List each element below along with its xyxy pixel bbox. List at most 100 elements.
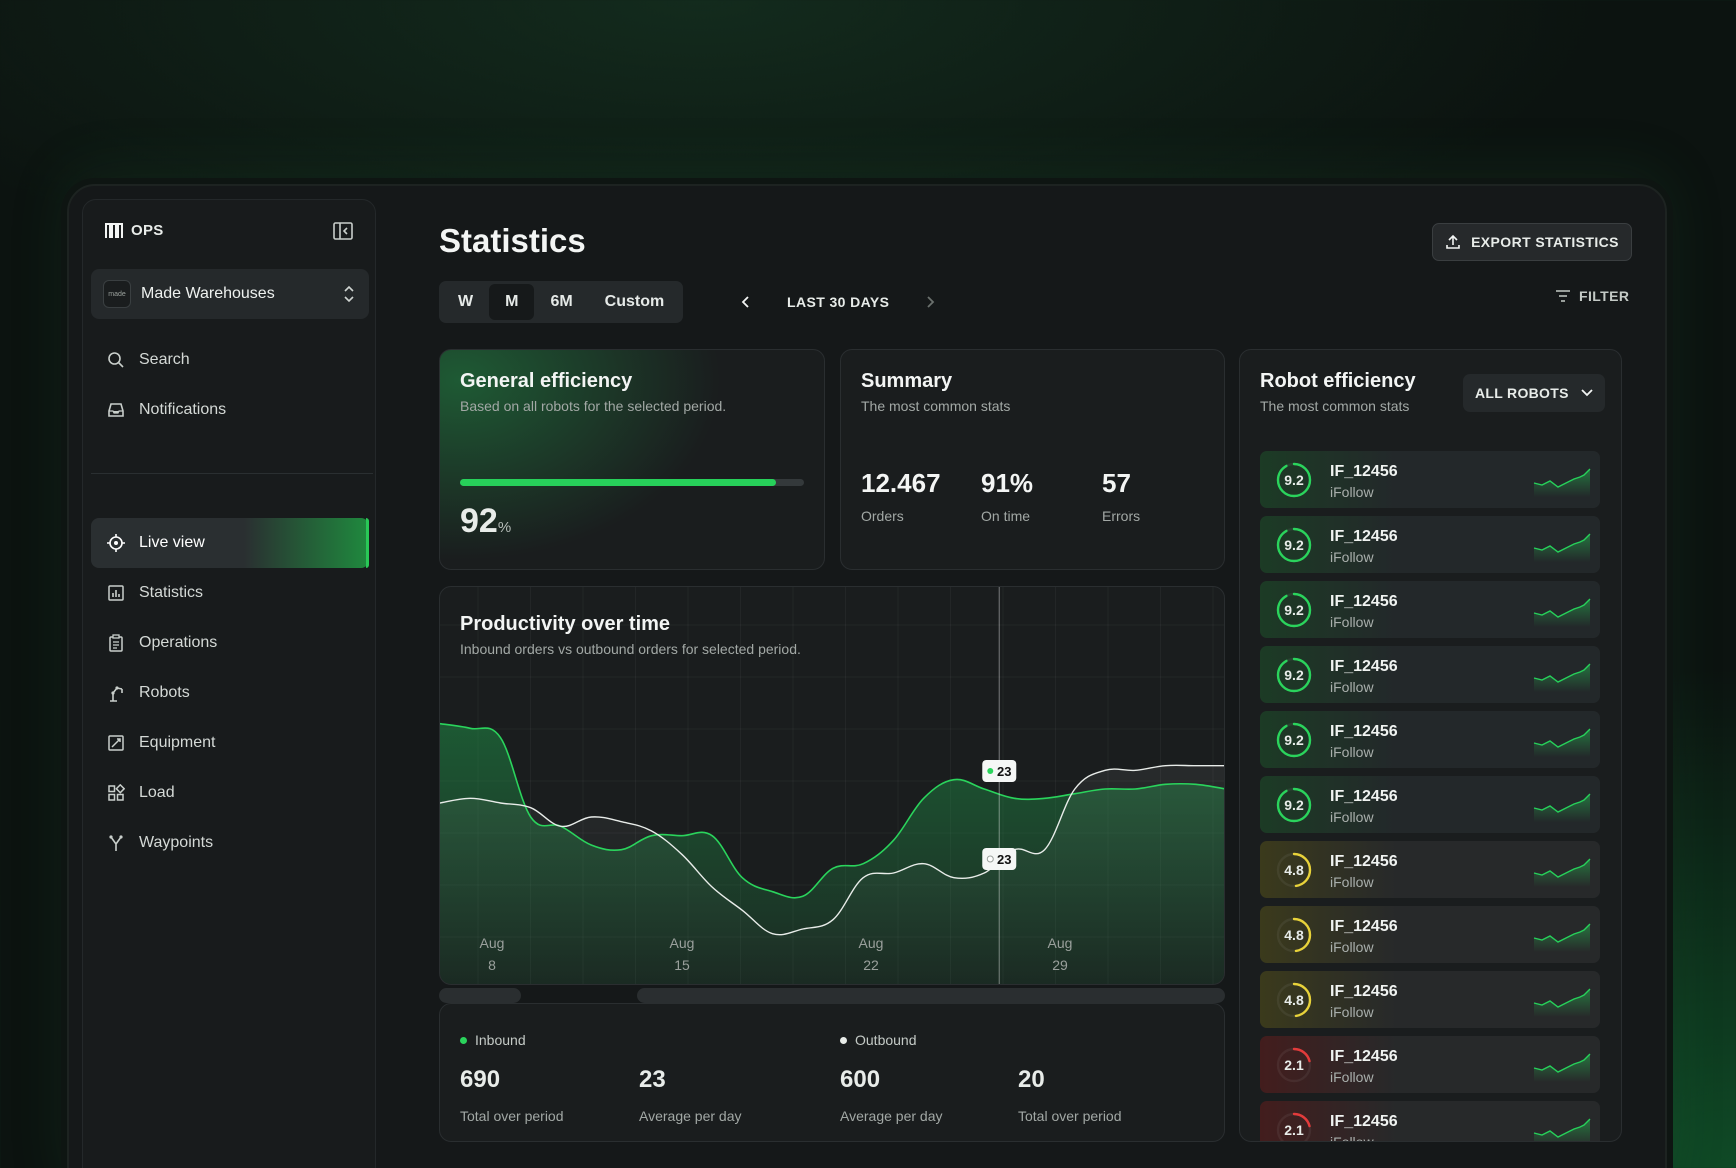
nav-item-equipment[interactable]: Equipment <box>91 718 369 768</box>
inbound-total: 690 <box>460 1066 501 1093</box>
page-title: Statistics <box>439 222 586 259</box>
nav-item-label: Waypoints <box>139 834 214 851</box>
tab-6-months[interactable]: 6M <box>550 293 573 310</box>
robot-name: IF_12456 <box>1330 1113 1398 1130</box>
stat-value: 57 <box>1102 468 1131 498</box>
productivity-card: 23 23 Aug 8 Aug 15 Aug 22 Aug 29 Productivity ove… <box>439 586 1225 985</box>
robot-score: 9.2 <box>1284 602 1304 618</box>
stat-value: 91% <box>981 468 1034 498</box>
sparkline-icon <box>1533 598 1591 627</box>
nav-item-search[interactable]: Search <box>91 335 369 385</box>
robot-name: IF_12456 <box>1330 788 1398 805</box>
nav-item-live-view[interactable]: Live view <box>91 518 369 568</box>
productivity-chart[interactable]: 23 23 Aug 8 Aug 15 Aug 22 Aug 29 <box>440 587 1225 985</box>
export-label: EXPORT STATISTICS <box>1471 234 1619 250</box>
chevron-down-icon <box>1581 389 1593 397</box>
robot-name: IF_12456 <box>1330 918 1398 935</box>
search-icon <box>108 352 124 368</box>
nav-item-statistics[interactable]: Statistics <box>91 568 369 618</box>
chevron-right-icon[interactable] <box>923 295 937 309</box>
score-ring-icon <box>1276 982 1312 1018</box>
stat-on-time: 91% On time <box>981 468 1033 524</box>
productivity-header: Productivity over time Inbound orders vs… <box>460 613 801 657</box>
robot-row[interactable]: 4.8 IF_12456 iFollow <box>1260 906 1600 963</box>
inbox-icon <box>108 403 124 417</box>
card-title: Summary <box>861 370 953 392</box>
period-label: LAST 30 DAYS <box>787 294 890 310</box>
outbound-average: 600 <box>840 1066 881 1093</box>
nav-item-label: Load <box>139 784 175 801</box>
robot-row[interactable]: 9.2 IF_12456 iFollow <box>1260 451 1600 508</box>
sparkline-icon <box>1533 858 1591 887</box>
outbound-tooltip-value: 23 <box>997 852 1011 867</box>
collapse-sidebar-icon[interactable] <box>333 222 353 240</box>
robot-type: iFollow <box>1330 1134 1374 1142</box>
all-robots-dropdown[interactable]: ALL ROBOTS <box>1463 374 1605 412</box>
efficiency-number: 92 <box>460 502 498 540</box>
sparkline-icon <box>1533 1118 1591 1141</box>
robot-row[interactable]: 9.2 IF_12456 iFollow <box>1260 516 1600 573</box>
tab-week[interactable]: W <box>458 293 474 310</box>
x-tick-month: Aug <box>480 935 505 951</box>
nav-item-robots[interactable]: Robots <box>91 668 369 718</box>
stat-label: Errors <box>1102 508 1141 524</box>
score-ring-icon <box>1276 592 1312 628</box>
tab-custom[interactable]: Custom <box>604 293 665 310</box>
score-ring-icon <box>1276 527 1312 563</box>
sidebar: OPS made Made Warehouses Search Notifica… <box>82 199 376 1168</box>
robot-type: iFollow <box>1330 1069 1374 1085</box>
inbound-tooltip-dot <box>987 768 994 774</box>
chart-range-handle-left[interactable] <box>439 988 521 1003</box>
inbound-tooltip-box <box>982 760 1017 782</box>
robot-row[interactable]: 9.2 IF_12456 iFollow <box>1260 711 1600 768</box>
sparkline-icon <box>1533 728 1591 757</box>
robot-name: IF_12456 <box>1330 528 1398 545</box>
export-statistics-button[interactable]: EXPORT STATISTICS <box>1432 223 1632 261</box>
workspace-switcher[interactable]: made Made Warehouses <box>91 269 369 319</box>
outbound-total: 20 <box>1018 1066 1045 1093</box>
chevron-left-icon[interactable] <box>739 295 753 309</box>
general-efficiency-card: General efficiency Based on all robots f… <box>439 349 825 570</box>
nav-item-load[interactable]: Load <box>91 768 369 818</box>
robot-row[interactable]: 4.8 IF_12456 iFollow <box>1260 971 1600 1028</box>
robot-row[interactable]: 9.2 IF_12456 iFollow <box>1260 646 1600 703</box>
nav-item-label: Notifications <box>139 401 227 418</box>
nav-item-label: Search <box>139 351 190 368</box>
robot-score: 4.8 <box>1284 992 1304 1008</box>
fork-icon <box>109 835 123 851</box>
robot-row[interactable]: 9.2 IF_12456 iFollow <box>1260 581 1600 638</box>
robot-row[interactable]: 2.1 IF_12456 iFollow <box>1260 1101 1600 1142</box>
nav-item-waypoints[interactable]: Waypoints <box>91 818 369 868</box>
card-subtitle: The most common stats <box>1260 398 1410 414</box>
robot-name: IF_12456 <box>1330 463 1398 480</box>
sparkline-icon <box>1533 988 1591 1017</box>
robot-name: IF_12456 <box>1330 658 1398 675</box>
nav-item-label: Live view <box>139 534 205 551</box>
period-navigator: LAST 30 DAYS <box>739 281 937 323</box>
robot-arm-icon <box>110 686 123 702</box>
sparkline-icon <box>1533 468 1591 497</box>
robot-score: 9.2 <box>1284 667 1304 683</box>
robot-type: iFollow <box>1330 679 1374 695</box>
chart-range-scrollbar[interactable] <box>637 988 1225 1003</box>
robot-row[interactable]: 4.8 IF_12456 iFollow <box>1260 841 1600 898</box>
bar-chart-icon <box>108 585 124 601</box>
nav-item-notifications[interactable]: Notifications <box>91 385 369 435</box>
stat-errors: 57 Errors <box>1102 468 1140 524</box>
inbound-dot <box>460 1036 467 1044</box>
inbound-line <box>440 722 1224 899</box>
x-tick-month: Aug <box>1048 935 1073 951</box>
brand-logo-icon <box>105 222 123 238</box>
filter-button[interactable]: FILTER <box>1555 288 1629 304</box>
stat-orders: 12.467 Orders <box>861 468 941 524</box>
robot-row[interactable]: 9.2 IF_12456 iFollow <box>1260 776 1600 833</box>
robot-row[interactable]: 2.1 IF_12456 iFollow <box>1260 1036 1600 1093</box>
tab-month[interactable]: M <box>489 284 535 320</box>
nav-item-operations[interactable]: Operations <box>91 618 369 668</box>
inbound-average: 23 <box>639 1066 666 1093</box>
nav-item-label: Statistics <box>139 584 204 601</box>
robot-name: IF_12456 <box>1330 593 1398 610</box>
robot-score: 2.1 <box>1284 1122 1304 1138</box>
score-ring-icon <box>1276 917 1312 953</box>
filter-icon <box>1556 290 1570 302</box>
